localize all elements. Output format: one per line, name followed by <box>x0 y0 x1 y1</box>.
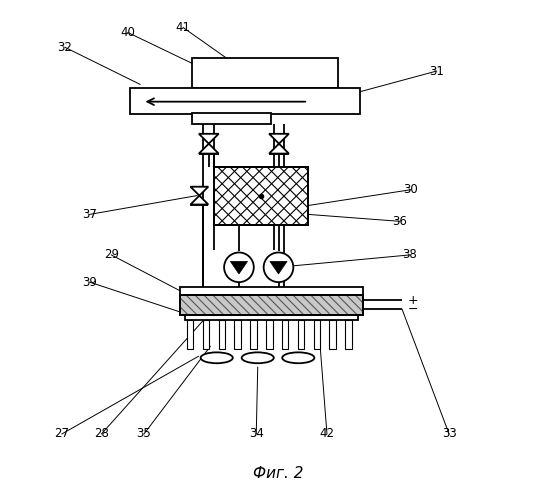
Text: 42: 42 <box>320 428 334 440</box>
Text: 34: 34 <box>249 428 263 440</box>
Text: 38: 38 <box>402 248 417 262</box>
Bar <box>187 320 193 349</box>
Polygon shape <box>269 144 289 154</box>
Bar <box>345 320 351 349</box>
Bar <box>266 320 272 349</box>
Bar <box>192 58 338 88</box>
Text: 32: 32 <box>57 41 72 54</box>
Polygon shape <box>231 262 247 274</box>
Polygon shape <box>199 134 219 143</box>
Polygon shape <box>269 134 289 143</box>
Ellipse shape <box>282 352 314 363</box>
Text: 31: 31 <box>429 64 444 78</box>
Bar <box>203 320 209 349</box>
Text: +: + <box>408 294 419 307</box>
Bar <box>298 320 304 349</box>
Bar <box>250 320 257 349</box>
Bar <box>179 286 363 296</box>
Circle shape <box>263 252 294 282</box>
Polygon shape <box>270 262 287 274</box>
Text: 36: 36 <box>392 215 407 228</box>
Bar <box>179 296 363 316</box>
Bar <box>179 296 363 316</box>
Bar <box>282 320 289 349</box>
Polygon shape <box>190 196 208 204</box>
Polygon shape <box>199 144 219 154</box>
Text: 40: 40 <box>120 26 135 39</box>
Text: 33: 33 <box>442 428 456 440</box>
Text: 35: 35 <box>136 428 152 440</box>
Text: 27: 27 <box>55 428 70 440</box>
Bar <box>214 167 308 226</box>
Bar <box>214 167 308 226</box>
Polygon shape <box>190 186 208 196</box>
Bar <box>184 316 358 320</box>
Text: 39: 39 <box>82 276 97 288</box>
Bar <box>234 320 241 349</box>
Text: 41: 41 <box>175 21 190 34</box>
Bar <box>219 320 225 349</box>
Bar <box>192 113 271 124</box>
Ellipse shape <box>242 352 274 363</box>
Bar <box>314 320 320 349</box>
Bar <box>329 320 336 349</box>
Text: 30: 30 <box>404 183 418 196</box>
Ellipse shape <box>201 352 233 363</box>
Text: −: − <box>408 303 418 316</box>
Text: 37: 37 <box>82 208 97 221</box>
Text: Фиг. 2: Фиг. 2 <box>253 466 304 481</box>
Text: 29: 29 <box>104 248 119 262</box>
Circle shape <box>224 252 254 282</box>
Text: 28: 28 <box>94 428 109 440</box>
Bar <box>130 88 360 114</box>
